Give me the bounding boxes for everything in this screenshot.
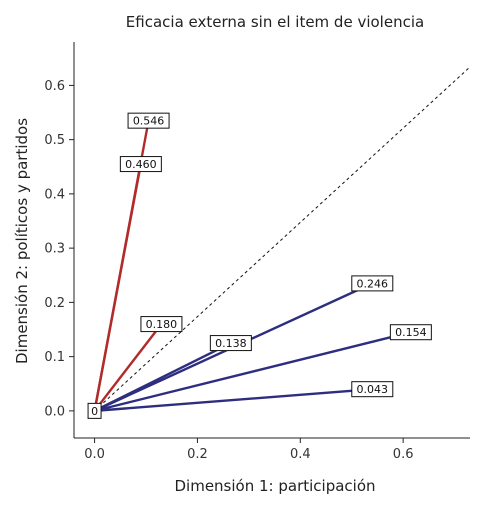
data-label: 0.138: [215, 337, 247, 350]
x-axis-label: Dimensión 1: participación: [174, 477, 375, 495]
y-tick-label: 0.0: [44, 404, 65, 419]
y-tick-label: 0.1: [44, 350, 65, 365]
data-label-box: [351, 275, 394, 292]
x-tick-label: 0.2: [187, 447, 208, 462]
data-label: 0.180: [146, 318, 178, 331]
data-label: 0.546: [133, 115, 165, 128]
x-tick-label: 0.0: [84, 447, 105, 462]
data-label-box: [389, 324, 432, 341]
data-label-box: [119, 156, 162, 173]
data-label: 0.246: [357, 277, 389, 290]
data-label: 0.154: [395, 326, 427, 339]
y-tick-label: 0.6: [44, 79, 65, 94]
data-label-box: [140, 316, 183, 333]
y-tick-label: 0.2: [44, 296, 65, 311]
data-label: 0.460: [125, 158, 157, 171]
x-tick-label: 0.4: [290, 447, 311, 462]
y-tick-label: 0.3: [44, 242, 65, 257]
y-tick-label: 0.5: [44, 133, 65, 148]
y-tick-label: 0.4: [44, 187, 65, 202]
series-line: [93, 162, 143, 413]
data-label: 0.043: [357, 383, 389, 396]
series-line: [93, 387, 374, 413]
origin-label-box: [87, 402, 102, 419]
x-tick-label: 0.6: [393, 447, 414, 462]
data-label-box: [209, 335, 252, 352]
series-line: [93, 322, 163, 413]
origin-label: 0: [91, 405, 98, 418]
reference-line: [94, 66, 471, 412]
data-label-box: [127, 112, 170, 129]
chart-title: Eficacia externa sin el item de violenci…: [126, 13, 424, 31]
data-label-box: [351, 381, 394, 398]
series-line: [93, 331, 413, 413]
y-axis-label: Dimensión 2: políticos y partidos: [13, 118, 31, 364]
